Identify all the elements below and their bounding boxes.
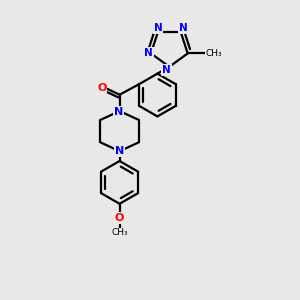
Text: N: N [162,65,171,75]
Text: CH₃: CH₃ [206,49,222,58]
Text: N: N [179,23,188,33]
Text: CH₃: CH₃ [111,228,128,237]
Text: O: O [115,213,124,223]
Text: N: N [114,107,124,117]
Text: N: N [154,23,162,33]
Text: N: N [115,146,124,156]
Text: N: N [144,47,153,58]
Text: O: O [97,83,106,93]
